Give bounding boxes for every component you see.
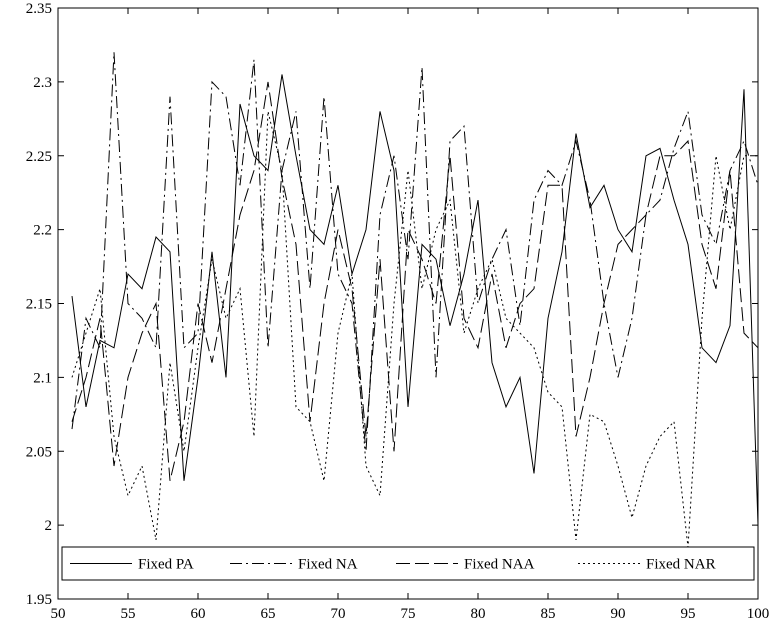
legend-label: Fixed NA <box>298 557 358 573</box>
x-tick-label: 50 <box>51 606 66 622</box>
series-line-fixed-nar <box>71 111 758 548</box>
y-tick-label: 1.95 <box>26 592 52 608</box>
x-tick-label: 100 <box>747 606 770 622</box>
legend-label: Fixed NAA <box>464 557 535 573</box>
x-tick-label: 55 <box>121 606 136 622</box>
y-tick-label: 2.1 <box>33 370 52 386</box>
y-tick-label: 2.05 <box>26 444 52 460</box>
x-tick-label: 95 <box>681 606 696 622</box>
x-tick-label: 90 <box>611 606 626 622</box>
x-tick-label: 75 <box>401 606 416 622</box>
x-tick-label: 80 <box>471 606 486 622</box>
x-tick-label: 65 <box>261 606 276 622</box>
x-tick-label: 85 <box>541 606 556 622</box>
y-tick-label: 2 <box>45 518 53 534</box>
y-tick-label: 2.2 <box>33 223 52 239</box>
plot-frame <box>57 7 759 600</box>
y-tick-label: 2.35 <box>26 1 52 17</box>
series-lines <box>71 52 759 548</box>
legend-label: Fixed NAR <box>646 557 716 573</box>
y-tick-label: 2.3 <box>33 75 52 91</box>
series-line-fixed-naa <box>71 81 759 481</box>
legend: Fixed PA Fixed NA Fixed NAA Fixed NAR <box>61 546 755 581</box>
y-tick-label: 2.25 <box>26 149 52 165</box>
x-tick-label: 60 <box>191 606 206 622</box>
x-tick-label: 70 <box>331 606 346 622</box>
legend-label: Fixed PA <box>138 557 194 573</box>
axes: 50 55 60 65 70 75 80 85 90 95 100 1.95 2 2.05 2.1 2.15 2… <box>26 1 770 622</box>
y-tick-label: 2.15 <box>26 297 52 313</box>
series-line-fixed-pa <box>71 74 759 526</box>
series-line-fixed-na <box>71 52 759 452</box>
